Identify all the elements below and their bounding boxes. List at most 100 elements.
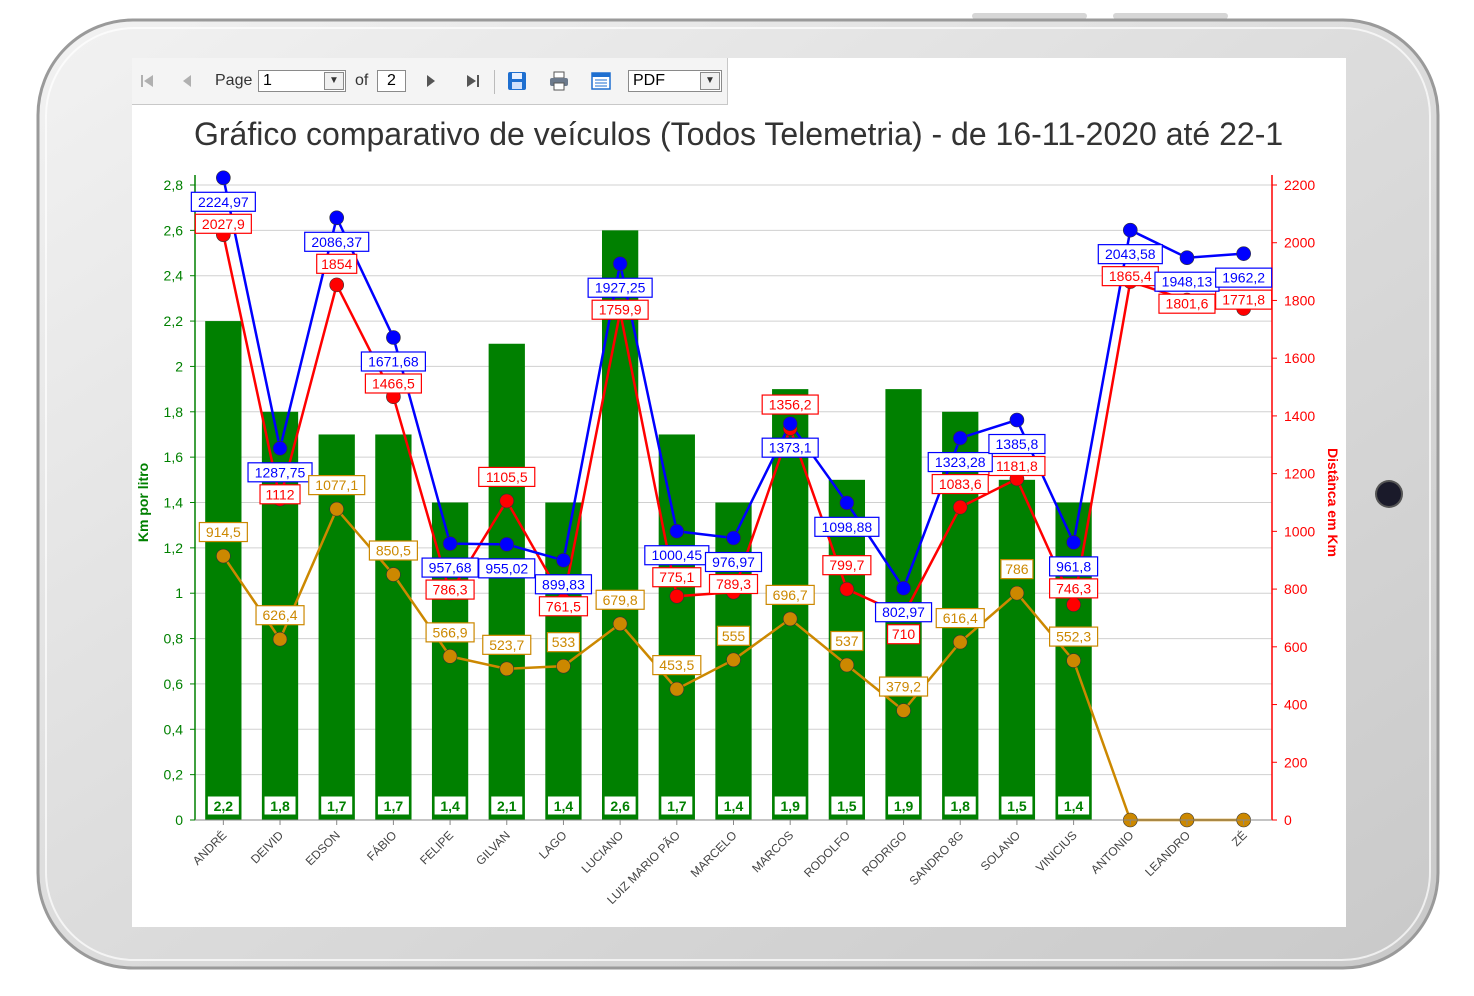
x-tick-label: DEIVID	[248, 828, 286, 866]
series-label-box	[874, 602, 933, 623]
x-tick-label: RODOLFO	[801, 828, 853, 880]
series-label-box	[830, 630, 864, 652]
page-label: Page	[215, 72, 253, 89]
bar-label: 1,4	[1064, 798, 1084, 814]
page-setup-button[interactable]	[588, 68, 614, 94]
bar	[998, 479, 1036, 820]
y2-tick-label: 600	[1284, 639, 1308, 655]
series-point	[329, 501, 345, 517]
series-label: 379,2	[886, 679, 921, 695]
series-point	[726, 652, 741, 668]
y-tick-label: 0,4	[164, 721, 184, 737]
x-tick-label: FELIPE	[417, 828, 456, 867]
next-page-button[interactable]	[420, 68, 442, 94]
previous-page-button[interactable]	[176, 68, 198, 94]
series-point	[442, 536, 458, 551]
last-page-button[interactable]	[462, 68, 484, 94]
series-label-box	[364, 373, 422, 394]
series-label-box	[360, 351, 426, 372]
series-label-box	[1158, 293, 1216, 314]
bar-label: 1,9	[780, 798, 800, 814]
series-label: 1771,8	[1222, 292, 1265, 308]
series-label-box	[652, 567, 702, 588]
first-page-button[interactable]	[136, 68, 158, 94]
bar-label-box	[433, 795, 467, 816]
series-label: 2043,58	[1105, 246, 1156, 262]
series-label: 566,9	[433, 624, 468, 640]
series-label-box	[255, 605, 305, 626]
page-selector[interactable]: 1 ▼	[258, 68, 346, 94]
series-label-box	[546, 632, 581, 653]
chart: 0 0,2 0,4 0,6 0,8 1 1,2 1,4 1,6 1,8 2 2,2 2,4 2,6 2,8 0…	[135, 170, 1341, 907]
series-label: 2027,9	[202, 216, 245, 232]
chevron-down-icon[interactable]: ▼	[324, 72, 344, 90]
series-label-box	[1215, 267, 1273, 288]
series-point	[499, 493, 515, 509]
series-label: 914,5	[206, 524, 241, 540]
series-label: 1385,8	[996, 436, 1039, 452]
series-label-box	[304, 231, 370, 252]
series-point	[1066, 535, 1081, 550]
series-label: 786	[1005, 561, 1029, 577]
series-label: 1948,13	[1162, 274, 1213, 290]
chart-title: Gráfico comparativo de veículos (Todos T…	[194, 116, 1284, 152]
series-label: 2086,37	[311, 234, 362, 250]
series-label: 786,3	[433, 582, 468, 598]
y2-tick-label: 400	[1284, 697, 1308, 713]
series-label-box	[534, 574, 593, 595]
last-page-icon	[467, 75, 479, 87]
bar-label-box	[717, 795, 750, 816]
series-label: 1356,2	[769, 397, 812, 413]
series-label: 899,83	[542, 576, 585, 592]
series-label: 775,1	[659, 569, 694, 585]
series-label: 802,97	[882, 604, 925, 620]
series-label: 1759,9	[599, 302, 642, 318]
bar-label: 1,4	[554, 798, 574, 814]
bar	[488, 343, 525, 820]
series-point	[499, 537, 515, 552]
series-label-box	[1049, 578, 1099, 599]
page-setup-icon	[591, 72, 611, 90]
series-label-box	[927, 451, 993, 473]
series-label-box	[247, 462, 313, 483]
series-label-box	[591, 299, 649, 320]
save-icon	[508, 72, 526, 90]
series-point	[1122, 222, 1138, 238]
series-label: 1287,75	[255, 464, 306, 480]
bar-label: 1,8	[951, 798, 971, 814]
series-label: 2224,97	[198, 194, 249, 210]
series-label: 552,3	[1056, 629, 1091, 645]
bar-label-box	[887, 795, 921, 816]
print-button[interactable]	[546, 68, 572, 94]
series-label-box	[421, 557, 479, 578]
series-point	[329, 277, 345, 293]
series-label: 1466,5	[372, 375, 415, 391]
report-toolbar: Page 1 ▼ of 2 PDF ▼	[132, 58, 728, 105]
save-button[interactable]	[504, 68, 530, 94]
series-label: 1112	[265, 486, 294, 502]
chevron-down-icon[interactable]: ▼	[700, 72, 720, 90]
bar-label-box	[490, 795, 524, 816]
series-label-box	[190, 191, 256, 212]
y-tick-label: 1	[175, 585, 183, 601]
series-label-box	[1097, 244, 1163, 265]
series-point	[216, 170, 231, 186]
series-point	[556, 552, 571, 568]
x-tick-label: MARCELO	[688, 828, 740, 880]
series-point	[669, 523, 685, 539]
export-format-select[interactable]: PDF ▼	[628, 68, 722, 94]
series-label-box	[708, 573, 759, 595]
series-label: 789,3	[716, 576, 751, 592]
series-label: 1373,1	[769, 440, 812, 456]
report-viewer: 0 0,2 0,4 0,6 0,8 1 1,2 1,4 1,6 1,8 2 2,2 2,4 2,6 2,8 0…	[132, 58, 1346, 927]
bar-label-box	[830, 795, 864, 816]
bar-label: 1,4	[440, 798, 460, 814]
series-point	[952, 499, 968, 515]
y2-axis-title: Distânca em Km	[1325, 448, 1341, 557]
series-label-box	[425, 622, 475, 643]
x-tick-label: MARCOS	[749, 828, 796, 875]
bar-label: 1,8	[270, 798, 290, 814]
series-label: 1927,25	[595, 280, 646, 296]
x-tick-label: SOLANO	[978, 828, 1023, 873]
y-tick-label: 1,4	[164, 495, 184, 511]
